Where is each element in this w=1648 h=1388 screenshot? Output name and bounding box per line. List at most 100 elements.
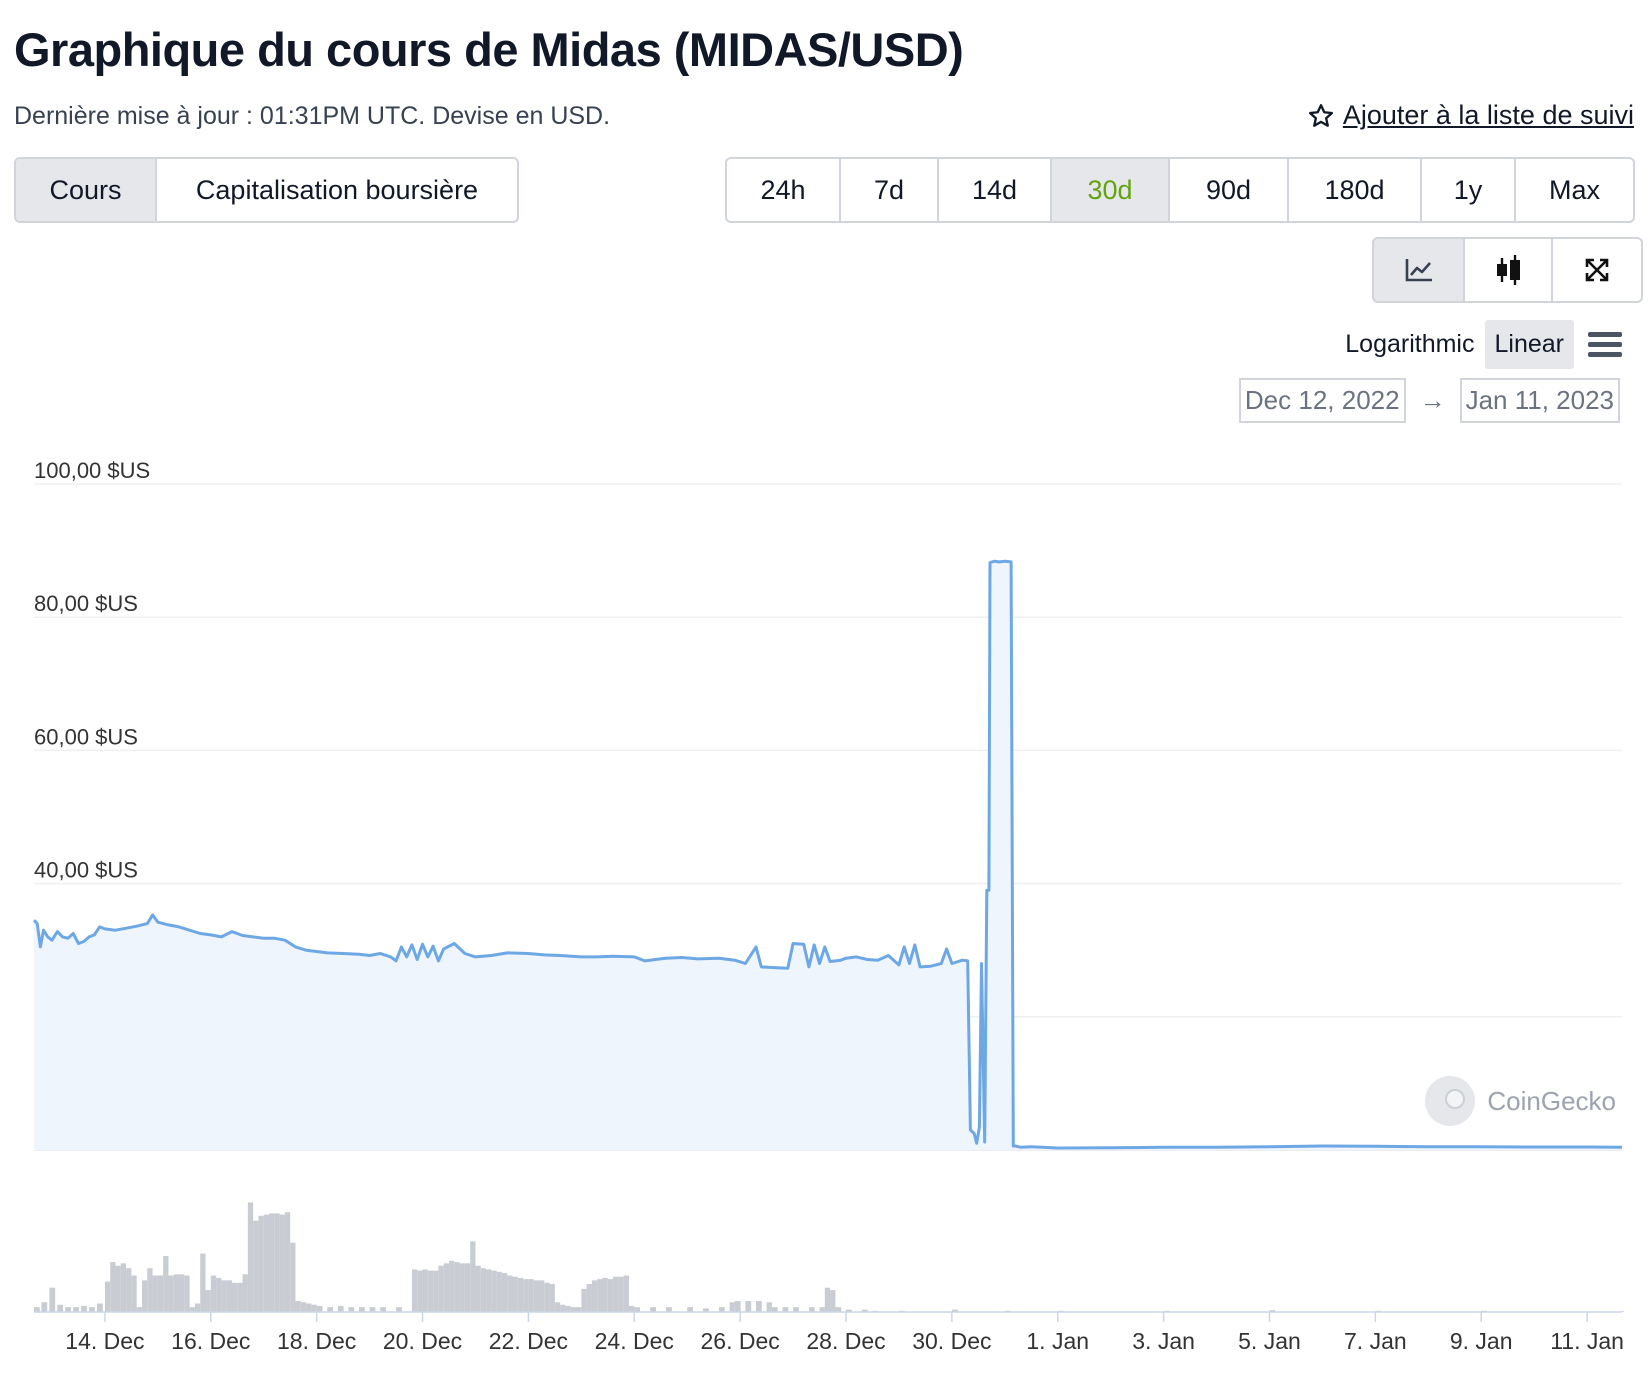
volume-bar — [591, 1280, 598, 1312]
volume-bar — [613, 1276, 619, 1312]
volume-bar — [623, 1275, 629, 1312]
volume-bar — [157, 1275, 164, 1312]
star-icon — [1308, 103, 1333, 127]
fullscreen-icon — [1585, 258, 1609, 282]
volume-bar — [1622, 1310, 1624, 1312]
volume-bar — [576, 1307, 582, 1312]
volume-bar — [729, 1302, 735, 1312]
volume-bar — [496, 1271, 502, 1312]
range-180d-button[interactable]: 180d — [1289, 159, 1422, 221]
price-line — [32, 559, 1623, 1150]
volume-bar — [173, 1274, 180, 1312]
volume-bar — [269, 1213, 275, 1312]
volume-bar — [951, 1309, 958, 1312]
date-to-input[interactable]: Jan 11, 2023 — [1459, 378, 1620, 423]
volume-bar — [475, 1265, 481, 1312]
volume-bar — [422, 1269, 428, 1312]
range-1y-button[interactable]: 1y — [1422, 159, 1516, 221]
x-tick-label: 20. Dec — [383, 1328, 462, 1354]
volume-bar — [49, 1287, 56, 1312]
volume-bar — [115, 1265, 121, 1312]
line-chart-button[interactable] — [1374, 239, 1465, 301]
volume-bar — [597, 1279, 603, 1312]
logarithmic-scale-button[interactable]: Logarithmic — [1345, 330, 1475, 358]
volume-bar — [96, 1303, 103, 1312]
chart-menu-icon[interactable] — [1588, 327, 1622, 362]
volume-bar — [253, 1220, 259, 1312]
date-from-input[interactable]: Dec 12, 2022 — [1238, 378, 1406, 423]
coingecko-logo-icon — [1425, 1076, 1476, 1126]
volume-bar — [533, 1280, 539, 1312]
volume-bar — [141, 1280, 148, 1312]
volume-bar — [284, 1212, 291, 1312]
range-90d-button[interactable]: 90d — [1170, 159, 1289, 221]
x-axis-ticks: 14. Dec 16. Dec 18. Dec 20. Dec 22. Dec 24. D… — [65, 1312, 1624, 1354]
volume-bar — [168, 1275, 174, 1312]
range-14d-button[interactable]: 14d — [939, 159, 1052, 221]
range-24h-button[interactable]: 24h — [727, 159, 841, 221]
volume-bar — [359, 1307, 365, 1312]
volume-bar — [501, 1273, 508, 1312]
line-chart-icon — [1405, 259, 1432, 282]
volume-bar — [120, 1263, 127, 1312]
volume-bar — [819, 1307, 825, 1312]
linear-scale-button[interactable]: Linear — [1484, 320, 1574, 369]
volume-bar — [411, 1269, 418, 1312]
x-tick-label: 24. Dec — [595, 1328, 674, 1354]
volume-bar — [242, 1274, 248, 1312]
candlestick-icon — [1497, 255, 1520, 285]
volume-bar — [517, 1277, 524, 1312]
volume-bar — [300, 1302, 307, 1312]
volume-bar — [756, 1301, 762, 1312]
volume-bar — [581, 1288, 587, 1312]
range-max-button[interactable]: Max — [1548, 174, 1600, 205]
y-tick-label: 40,00 $US — [34, 858, 138, 883]
watchlist-label: Ajouter à la liste de suivi — [1342, 100, 1634, 130]
candlestick-button[interactable] — [1465, 239, 1553, 301]
volume-bar — [507, 1275, 513, 1312]
volume-bar — [512, 1276, 518, 1312]
volume-bar — [279, 1214, 285, 1312]
x-tick-label: 5. Jan — [1238, 1328, 1301, 1354]
range-30d-button[interactable]: 30d — [1052, 159, 1170, 221]
volume-bar — [703, 1308, 709, 1312]
x-tick-label: 11. Jan — [1550, 1328, 1624, 1354]
page-title: Graphique du cours de Midas (MIDAS/USD) — [14, 23, 964, 76]
volume-bar — [89, 1307, 95, 1312]
volume-bar — [634, 1307, 641, 1312]
volume-bar — [549, 1284, 555, 1312]
volume-bar — [184, 1275, 190, 1312]
fullscreen-button[interactable] — [1553, 239, 1641, 301]
volume-bar — [311, 1304, 317, 1312]
volume-bar — [417, 1270, 423, 1312]
volume-bar — [205, 1290, 211, 1312]
volume-bar — [231, 1282, 238, 1312]
tab-market-cap[interactable]: Capitalisation boursière — [195, 174, 479, 205]
range-7d-button[interactable]: 7d — [841, 159, 939, 221]
volume-bar — [221, 1280, 227, 1312]
volume-bar — [808, 1307, 815, 1312]
volume-bar — [470, 1241, 476, 1312]
x-tick-label: 7. Jan — [1344, 1328, 1407, 1354]
volume-bar — [554, 1302, 561, 1312]
volume-bar — [237, 1282, 243, 1312]
volume-bar — [216, 1277, 222, 1312]
price-area — [34, 561, 1622, 1150]
volume-bar — [745, 1301, 752, 1312]
volume-bar — [131, 1275, 137, 1312]
volume-bar — [491, 1270, 497, 1312]
volume-bar — [34, 1307, 40, 1312]
volume-bar — [337, 1305, 344, 1312]
tab-price[interactable]: Cours — [16, 159, 157, 221]
x-tick-label: 16. Dec — [171, 1328, 250, 1354]
volume-bar — [194, 1303, 201, 1312]
volume-bar — [570, 1307, 577, 1312]
add-to-watchlist-link[interactable]: Ajouter à la liste de suivi — [1307, 100, 1634, 131]
volume-bar — [65, 1307, 72, 1312]
volume-bar — [1269, 1310, 1276, 1312]
volume-bar — [687, 1307, 693, 1312]
x-tick-label: 28. Dec — [806, 1328, 885, 1354]
volume-bar — [258, 1215, 264, 1312]
volume-bar — [226, 1280, 232, 1312]
